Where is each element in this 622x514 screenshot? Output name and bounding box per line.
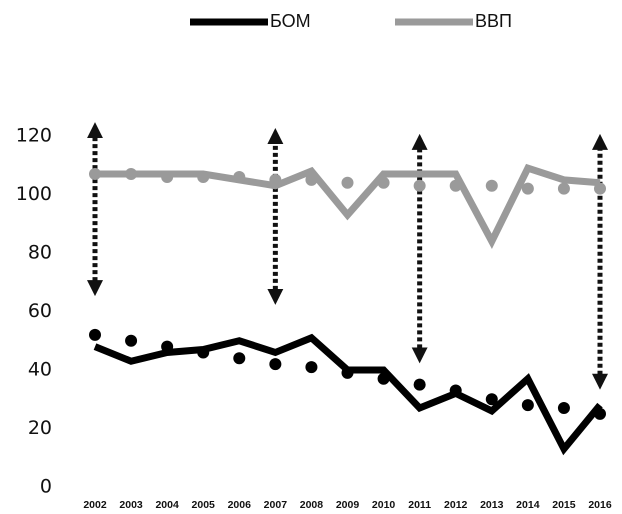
trend-dot (449, 179, 462, 192)
x-tick-label: 2011 (408, 499, 431, 511)
y-tick-label: 40 (28, 359, 52, 381)
trend-dot (485, 393, 498, 406)
trend-dot (305, 173, 318, 186)
y-tick-label: 0 (40, 476, 52, 498)
trend-dot (341, 176, 354, 189)
trend-dot (449, 384, 462, 397)
y-tick-label: 100 (16, 183, 52, 205)
y-tick-label: 60 (28, 300, 52, 322)
trend-dot (413, 179, 426, 192)
trend-dot (557, 182, 570, 195)
y-tick-label: 80 (28, 242, 52, 264)
trend-dot (594, 407, 606, 420)
trend-dot (485, 179, 498, 192)
x-tick-label: 2002 (83, 499, 107, 511)
trend-dot (594, 182, 606, 195)
x-tick-label: 2003 (119, 499, 143, 511)
x-tick-label: 2004 (155, 499, 179, 511)
y-tick-label: 20 (28, 417, 52, 439)
trend-dot (197, 170, 210, 183)
x-tick-label: 2015 (552, 499, 576, 511)
trend-dot (521, 182, 534, 195)
trend-dot (557, 402, 570, 415)
trend-dot (89, 168, 101, 181)
x-tick-label: 2009 (336, 499, 360, 511)
x-tick-label: 2016 (588, 499, 612, 511)
trend-dot (233, 352, 246, 365)
x-tick-label: 2005 (192, 499, 216, 511)
x-tick-label: 2007 (264, 499, 288, 511)
trend-dot (161, 170, 174, 183)
trend-dot (413, 378, 426, 391)
trend-dot (269, 358, 282, 371)
x-tick-label: 2006 (228, 499, 252, 511)
trend-dot (377, 176, 390, 189)
trend-dot (269, 173, 282, 186)
legend-label: ВВП (475, 11, 512, 31)
x-tick-label: 2008 (300, 499, 324, 511)
trend-dot (197, 346, 210, 359)
trend-dot (305, 361, 318, 374)
trend-dot (161, 340, 174, 353)
x-tick-label: 2010 (372, 499, 396, 511)
trend-dot (341, 366, 354, 379)
legend-label: БОМ (270, 11, 311, 31)
x-tick-label: 2012 (444, 499, 468, 511)
series-line (93, 333, 603, 456)
trend-dot (125, 334, 138, 347)
trend-dot (521, 399, 534, 412)
trend-dot (89, 328, 101, 341)
trend-dot (233, 170, 246, 183)
x-tick-label: 2013 (480, 499, 504, 511)
series-line (95, 163, 601, 249)
x-tick-label: 2014 (516, 499, 540, 511)
trend-dot (377, 372, 390, 385)
trend-dot (125, 168, 138, 181)
y-tick-label: 120 (16, 125, 52, 147)
